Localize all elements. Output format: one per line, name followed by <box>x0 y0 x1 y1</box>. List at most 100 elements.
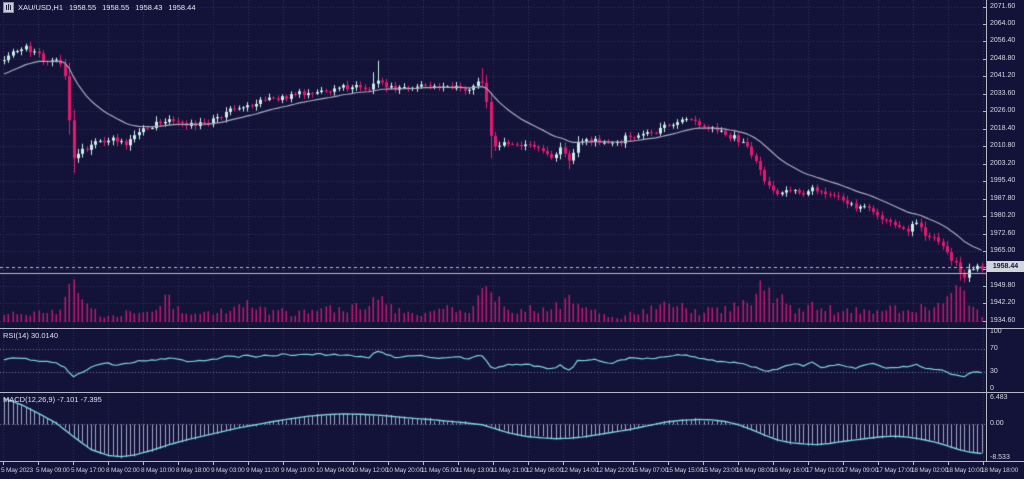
chart-title: XAU/USD,H1 1958.55 1958.55 1958.43 1958.… <box>3 2 196 13</box>
time-axis-tick <box>738 462 739 465</box>
time-axis-label: 18 May 02:00 <box>911 467 948 474</box>
time-axis-tick <box>878 462 879 465</box>
time-axis-label: 17 May 17:00 <box>876 467 913 474</box>
time-axis-label: 5 May 17:00 <box>71 467 105 474</box>
price-axis-label: 1972.60 <box>990 229 1016 237</box>
time-axis-label: 18 May 18:00 <box>981 467 1018 474</box>
macd-timeaxis-separator <box>0 461 1024 462</box>
time-axis-label: 15 May 15:00 <box>666 467 703 474</box>
rsi-axis-label: 70 <box>990 345 998 353</box>
macd-axis-label: -8.533 <box>990 453 1010 461</box>
price-axis-tick <box>983 181 987 182</box>
time-axis-label: 10 May 12:00 <box>351 467 388 474</box>
chart-icon <box>3 2 14 13</box>
time-axis-tick <box>983 462 984 465</box>
time-axis-label: 9 May 11:00 <box>246 467 280 474</box>
time-axis-tick <box>423 462 424 465</box>
price-axis-tick <box>983 76 987 77</box>
price-axis[interactable]: 2071.60 2064.00 2056.40 2048.80 2041.20 2033.… <box>983 0 1024 328</box>
time-axis-label: 10 May 04:00 <box>316 467 353 474</box>
ohlc-low: 1958.43 <box>135 3 163 12</box>
time-axis-label: 16 May 16:00 <box>771 467 808 474</box>
price-axis-divider <box>986 0 987 461</box>
price-axis-label: 1934.60 <box>990 316 1016 324</box>
time-axis-label: 9 May 19:00 <box>281 467 315 474</box>
time-axis-tick <box>563 462 564 465</box>
time-axis-label: 8 May 02:00 <box>106 467 140 474</box>
time-axis-tick <box>913 462 914 465</box>
price-axis-label: 1942.20 <box>990 299 1016 307</box>
time-axis-label: 12 May 06:00 <box>526 467 563 474</box>
time-axis-tick <box>598 462 599 465</box>
current-price-value: 1958.44 <box>992 263 1019 270</box>
time-axis-label: 15 May 07:00 <box>631 467 668 474</box>
rsi-axis-label: 30 <box>990 367 998 375</box>
time-axis-tick <box>178 462 179 465</box>
time-axis-label: 12 May 22:00 <box>596 467 633 474</box>
macd-value-signal: -7.395 <box>80 395 102 404</box>
rsi-axis-label: 100 <box>990 328 1002 335</box>
time-axis-tick <box>773 462 774 465</box>
price-axis-label: 2010.80 <box>990 142 1016 150</box>
macd-axis-label: 6.483 <box>990 394 1008 401</box>
rsi-value: 30.0140 <box>30 331 59 340</box>
time-axis-label: 8 May 10:00 <box>141 467 175 474</box>
time-axis-label: 12 May 14:00 <box>561 467 598 474</box>
price-axis-label: 2026.00 <box>990 107 1016 115</box>
time-axis-tick <box>73 462 74 465</box>
time-axis-label: 10 May 20:00 <box>386 467 423 474</box>
price-axis-tick <box>983 94 987 95</box>
price-axis-label: 2003.20 <box>990 159 1016 167</box>
price-axis-label: 2071.60 <box>990 2 1016 10</box>
time-axis-tick <box>108 462 109 465</box>
time-axis-tick <box>248 462 249 465</box>
ohlc-open: 1958.55 <box>69 3 97 12</box>
time-axis-tick <box>493 462 494 465</box>
time-axis-label: 15 May 23:00 <box>701 467 738 474</box>
main-rsi-separator[interactable] <box>0 328 1024 329</box>
rsi-indicator-canvas[interactable] <box>0 329 986 392</box>
time-axis-tick <box>633 462 634 465</box>
price-axis-label: 2064.00 <box>990 19 1016 27</box>
time-axis-label: 18 May 10:00 <box>946 467 983 474</box>
price-axis-label: 1995.40 <box>990 177 1016 185</box>
time-axis-label: 5 May 09:00 <box>36 467 70 474</box>
macd-indicator-canvas[interactable] <box>0 393 986 461</box>
time-axis-tick <box>808 462 809 465</box>
price-axis-label: 2018.40 <box>990 124 1016 132</box>
price-axis-tick <box>983 7 987 8</box>
price-axis-tick <box>983 321 987 322</box>
rsi-axis: 100 70 30 0 <box>987 328 1024 392</box>
price-chart-canvas[interactable] <box>0 0 986 328</box>
time-axis-tick <box>38 462 39 465</box>
current-price-tag: 1958.44 <box>987 261 1024 272</box>
price-axis-label: 2048.80 <box>990 54 1016 62</box>
time-axis-label: 11 May 21:00 <box>491 467 528 474</box>
time-axis-tick <box>143 462 144 465</box>
macd-axis-label: 0.00 <box>990 419 1004 427</box>
price-axis-tick <box>983 251 987 252</box>
time-axis-label: 5 May 2023 <box>1 467 33 474</box>
price-axis-tick <box>983 199 987 200</box>
time-axis-tick <box>458 462 459 465</box>
price-axis-tick <box>983 269 987 270</box>
price-axis-label: 2041.20 <box>990 72 1016 80</box>
macd-axis: 6.483 0.00 -8.533 <box>987 393 1024 461</box>
time-axis-tick <box>388 462 389 465</box>
time-axis-tick <box>668 462 669 465</box>
rsi-panel-label: RSI(14) 30.0140 <box>3 331 58 340</box>
price-axis-tick <box>983 146 987 147</box>
price-axis-label: 1980.20 <box>990 212 1016 220</box>
time-axis-label: 8 May 18:00 <box>176 467 210 474</box>
ohlc-high: 1958.55 <box>102 3 130 12</box>
time-axis-tick <box>843 462 844 465</box>
macd-panel-label: MACD(12,26,9) -7.101 -7.395 <box>3 395 102 404</box>
time-axis[interactable]: 5 May 2023 5 May 09:00 5 May 17:00 8 May 02… <box>0 462 1024 479</box>
price-axis-tick <box>983 111 987 112</box>
time-axis-tick <box>318 462 319 465</box>
rsi-macd-separator[interactable] <box>0 392 1024 393</box>
time-axis-tick <box>528 462 529 465</box>
price-axis-label: 2056.40 <box>990 37 1016 45</box>
price-axis-tick <box>983 59 987 60</box>
price-axis-tick <box>983 216 987 217</box>
